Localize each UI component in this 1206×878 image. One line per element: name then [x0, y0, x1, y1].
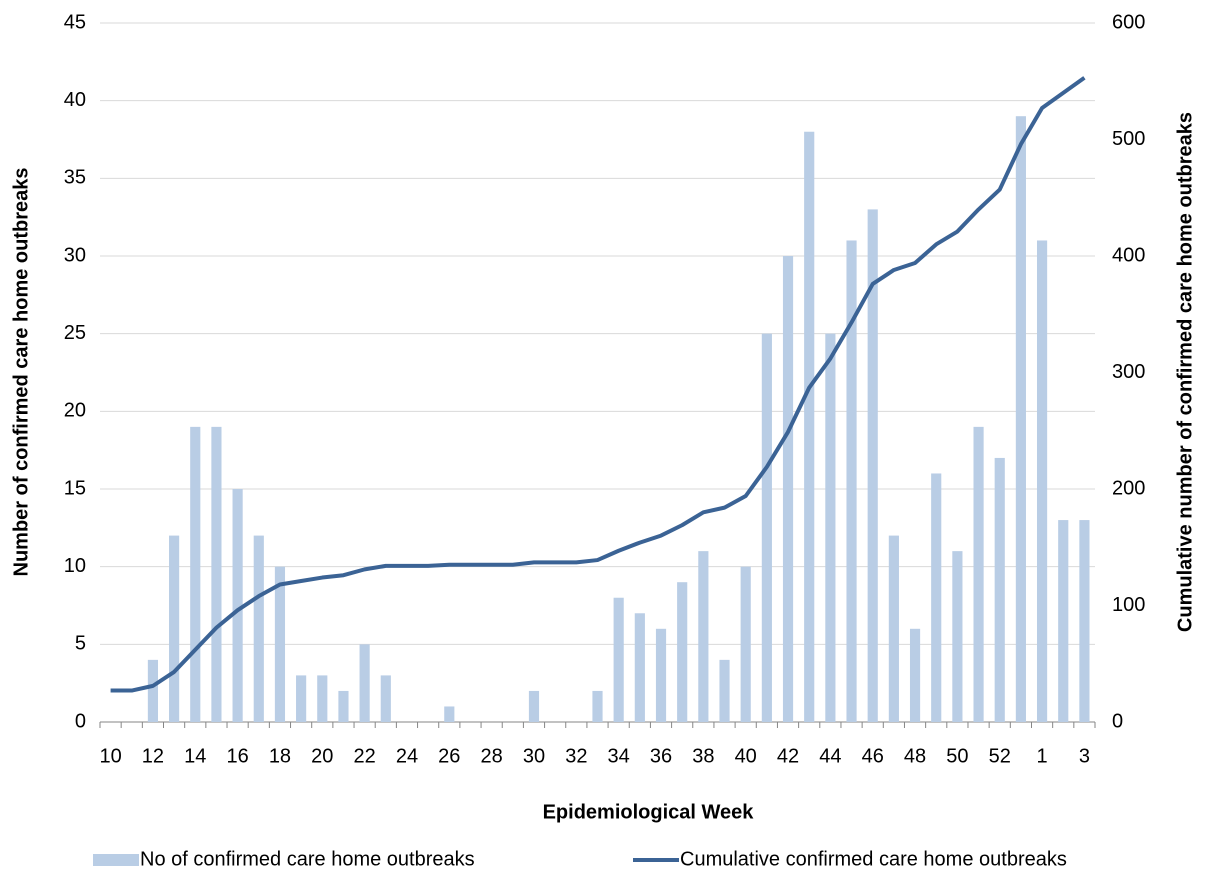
x-tick-label: 44 — [819, 745, 841, 767]
bar — [634, 613, 645, 722]
y2-axis-title: Cumulative number of confirmed care home… — [1174, 112, 1196, 632]
x-tick-label: 42 — [777, 745, 799, 767]
y2-tick-label: 200 — [1112, 477, 1145, 499]
y-tick-label: 45 — [64, 11, 86, 33]
y-tick-label: 5 — [75, 633, 86, 655]
bar — [317, 675, 328, 722]
x-tick-label: 18 — [269, 745, 291, 767]
x-tick-label: 22 — [354, 745, 376, 767]
bar — [994, 457, 1005, 722]
bar — [931, 473, 942, 722]
bar — [698, 551, 709, 722]
bar — [1036, 240, 1048, 722]
bar — [1015, 116, 1026, 722]
y2-tick-label: 300 — [1112, 361, 1145, 383]
bar — [253, 535, 264, 722]
y2-tick-label: 400 — [1112, 244, 1145, 266]
legend-label: No of confirmed care home outbreaks — [140, 848, 475, 870]
y-tick-label: 35 — [64, 167, 86, 189]
y-tick-label: 30 — [64, 244, 86, 266]
legend-label: Cumulative confirmed care home outbreaks — [680, 848, 1067, 870]
bar — [761, 333, 772, 722]
x-tick-label: 46 — [862, 745, 884, 767]
y-tick-label: 15 — [64, 477, 86, 499]
bar — [1079, 520, 1090, 722]
y-tick-label: 10 — [64, 555, 86, 577]
bar — [740, 566, 751, 722]
bar — [677, 582, 688, 722]
x-tick-label: 34 — [608, 745, 630, 767]
x-tick-label: 50 — [946, 745, 968, 767]
bar — [782, 256, 794, 722]
bar — [655, 628, 667, 722]
x-tick-label: 28 — [481, 745, 503, 767]
x-tick-label: 1 — [1037, 745, 1048, 767]
bar — [190, 426, 201, 722]
x-tick-label: 16 — [226, 745, 248, 767]
bar — [888, 535, 899, 722]
bar — [909, 628, 921, 722]
bar — [825, 333, 836, 722]
x-tick-label: 3 — [1079, 745, 1090, 767]
line — [110, 76, 1086, 693]
y2-tick-label: 600 — [1112, 11, 1145, 33]
x-tick-label: 36 — [650, 745, 672, 767]
bar — [952, 551, 963, 722]
bar — [232, 489, 243, 722]
bar — [804, 131, 815, 722]
x-tick-label: 48 — [904, 745, 926, 767]
bar — [274, 566, 286, 722]
x-tick-label: 38 — [692, 745, 714, 767]
bar — [528, 690, 540, 722]
y-tick-label: 20 — [64, 400, 86, 422]
y2-tick-label: 100 — [1112, 594, 1145, 616]
y2-tick-label: 0 — [1112, 710, 1123, 732]
bar — [867, 209, 878, 722]
x-tick-label: 40 — [735, 745, 757, 767]
bar — [147, 659, 159, 722]
bar — [719, 659, 730, 722]
bar — [169, 535, 180, 722]
x-tick-label: 10 — [99, 745, 121, 767]
x-tick-label: 20 — [311, 745, 333, 767]
y-tick-label: 40 — [64, 89, 86, 111]
bar — [359, 644, 370, 722]
bar — [592, 690, 603, 722]
bar — [846, 240, 857, 722]
x-tick-label: 32 — [565, 745, 587, 767]
y-tick-label: 25 — [64, 322, 86, 344]
legend-swatch — [93, 854, 139, 866]
bar — [380, 675, 391, 722]
bar — [1058, 520, 1069, 722]
y-tick-label: 0 — [75, 710, 86, 732]
y-axis-title: Number of confirmed care home outbreaks — [10, 168, 32, 577]
bar — [444, 706, 455, 722]
bar — [211, 426, 222, 722]
x-tick-label: 26 — [438, 745, 460, 767]
bar — [613, 597, 624, 722]
x-tick-label: 52 — [989, 745, 1011, 767]
y2-tick-label: 500 — [1112, 128, 1145, 150]
x-tick-label: 30 — [523, 745, 545, 767]
bar — [973, 426, 984, 722]
x-tick-label: 12 — [142, 745, 164, 767]
x-axis-title: Epidemiological Week — [543, 801, 755, 823]
bar — [296, 675, 307, 722]
x-tick-label: 14 — [184, 745, 206, 767]
bar — [338, 690, 349, 722]
x-tick-label: 24 — [396, 745, 418, 767]
